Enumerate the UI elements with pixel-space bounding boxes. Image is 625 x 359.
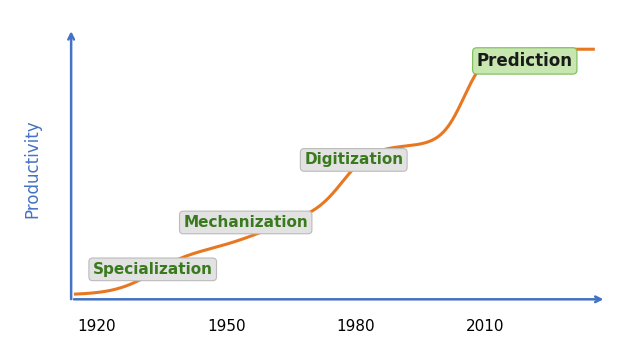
Text: Prediction: Prediction xyxy=(477,52,572,70)
Text: 2010: 2010 xyxy=(466,319,504,334)
Text: Mechanization: Mechanization xyxy=(183,215,308,230)
Text: Digitization: Digitization xyxy=(304,153,403,167)
Text: 1920: 1920 xyxy=(78,319,116,334)
Text: Specialization: Specialization xyxy=(92,262,212,277)
Text: 1950: 1950 xyxy=(207,319,246,334)
Text: 1980: 1980 xyxy=(337,319,375,334)
Text: Productivity: Productivity xyxy=(23,120,41,218)
